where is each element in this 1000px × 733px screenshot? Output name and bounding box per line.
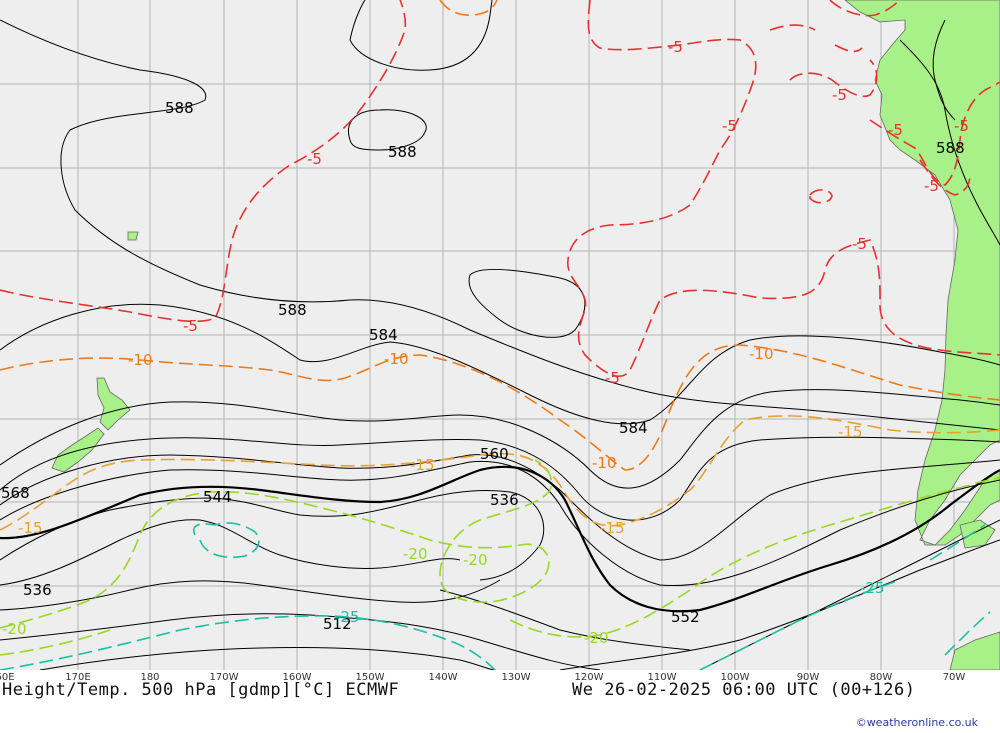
lon-label: 90W (796, 672, 820, 683)
lon-label: 80W (869, 672, 893, 683)
temp-label: -5 (668, 38, 683, 56)
lon-label: 140W (428, 672, 458, 683)
temp-label: -10 (749, 345, 774, 363)
temp-contours-minus15 (0, 415, 1000, 531)
lon-label: 150W (355, 672, 385, 683)
temp-contours-minus10 (0, 0, 1000, 471)
height-label: 588 (388, 143, 417, 161)
temp-label: -5 (954, 117, 969, 135)
lon-label: 170W (209, 672, 239, 683)
height-label: 588 (278, 301, 307, 319)
temp-label: -5 (852, 235, 867, 253)
lon-label: 120W (574, 672, 604, 683)
temp-labels: -5 -5 -5 -5 -5 -5 -5 -5 -5 -5 -10 -10 -1… (2, 38, 969, 647)
height-label: 544 (203, 488, 232, 506)
height-label: 588 (165, 99, 194, 117)
lon-label: 170E (65, 672, 91, 683)
lat-lon-grid (0, 0, 1000, 670)
temp-label: -10 (592, 454, 617, 472)
lon-label: 180 (140, 672, 160, 683)
height-label: 552 (671, 608, 700, 626)
lon-label: 110W (647, 672, 677, 683)
temp-contours-minus5 (0, 0, 1000, 377)
temp-label: -20 (463, 551, 488, 569)
temp-label: -5 (888, 121, 903, 139)
lon-label: 100W (720, 672, 750, 683)
height-label: 568 (1, 484, 30, 502)
temp-label: -5 (605, 369, 620, 387)
temp-label: -5 (924, 177, 939, 195)
height-label: 584 (369, 326, 398, 344)
weather-map: 588 588 588 588 584 584 560 536 544 568 … (0, 0, 1000, 670)
temp-label: -5 (832, 86, 847, 104)
height-label: 536 (23, 581, 52, 599)
lon-label: 60E (0, 672, 15, 683)
lon-label: 70W (942, 672, 966, 683)
temp-label: -5 (183, 317, 198, 335)
temp-label: -15 (600, 519, 625, 537)
temp-label: -20 (403, 545, 428, 563)
height-labels: 588 588 588 588 584 584 560 536 544 568 … (1, 99, 965, 633)
temp-label: -25 (860, 579, 885, 597)
temp-contours-minus25 (0, 522, 991, 670)
temp-label: -20 (2, 620, 27, 638)
temp-label: -20 (584, 629, 609, 647)
credit-link[interactable]: ©weatheronline.co.uk (855, 716, 978, 729)
valid-time: We 26-02-2025 06:00 UTC (00+126) (572, 680, 916, 700)
temp-label: -15 (18, 519, 43, 537)
temp-label: -5 (307, 150, 322, 168)
height-label: 560 (480, 445, 509, 463)
temp-label: -10 (128, 351, 153, 369)
temp-label: -5 (722, 117, 737, 135)
height-contour-552 (0, 465, 1000, 613)
map-title: Height/Temp. 500 hPa [gdmp][°C] ECMWF (2, 680, 400, 700)
lon-label: 130W (501, 672, 531, 683)
height-contours (0, 0, 1000, 670)
height-label: 536 (490, 491, 519, 509)
height-label: 584 (619, 419, 648, 437)
temp-contours-minus20 (0, 459, 1000, 656)
temp-label: -25 (335, 608, 360, 626)
footer-bar (0, 670, 1000, 733)
temp-label: -10 (384, 350, 409, 368)
height-label: 588 (936, 139, 965, 157)
lon-label: 160W (282, 672, 312, 683)
height-label: 512 (323, 615, 352, 633)
temp-label: -15 (410, 456, 435, 474)
temp-label: -15 (838, 423, 863, 441)
